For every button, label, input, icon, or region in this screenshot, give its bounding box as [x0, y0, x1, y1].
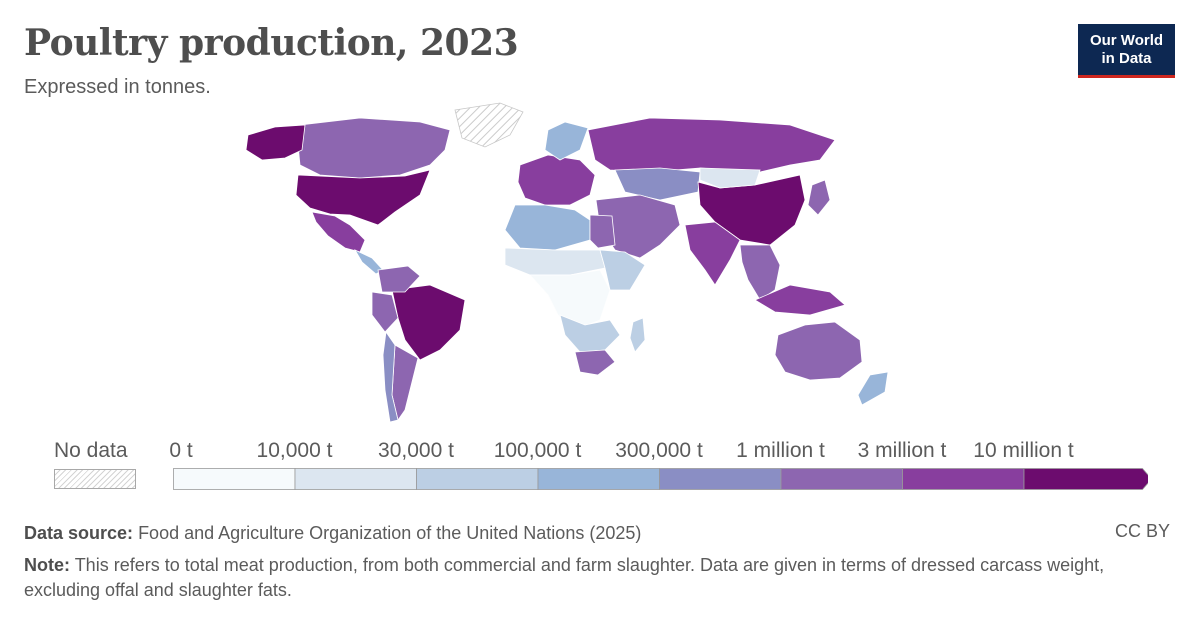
legend-bin[interactable] — [902, 468, 1025, 490]
legend-tick-label: 0 t — [169, 439, 193, 462]
country-kazakhstan[interactable] — [614, 167, 701, 201]
chart-subtitle: Expressed in tonnes. — [24, 76, 211, 98]
country-alaska[interactable] — [245, 124, 306, 161]
country-chile[interactable] — [382, 330, 399, 423]
legend-bin[interactable] — [173, 468, 296, 490]
country-central-africa[interactable] — [529, 269, 611, 331]
legend-bin[interactable] — [1023, 468, 1148, 490]
country-sahel[interactable] — [504, 247, 606, 276]
country-greenland[interactable] — [454, 102, 524, 148]
legend-bin[interactable] — [780, 468, 903, 490]
country-united-states[interactable] — [295, 169, 431, 226]
legend-no-data-swatch — [54, 469, 136, 489]
legend-tick-label: 100,000 t — [493, 439, 582, 462]
country-south-africa[interactable] — [574, 349, 616, 376]
legend-no-data-label: No data — [54, 439, 128, 462]
country-india[interactable] — [684, 221, 741, 286]
country-europe[interactable] — [517, 154, 596, 206]
country-australia[interactable] — [774, 321, 863, 381]
license-link[interactable]: CC BY — [1114, 521, 1170, 541]
logo-line-2: in Data — [1101, 49, 1152, 67]
country-mexico[interactable] — [311, 211, 366, 253]
country-east-africa[interactable] — [599, 249, 646, 291]
logo-line-1: Our World — [1089, 31, 1164, 49]
note-label: Note: — [24, 555, 70, 575]
note: Note: This refers to total meat producti… — [24, 553, 1144, 603]
country-japan[interactable] — [807, 179, 831, 216]
country-canada[interactable] — [297, 117, 451, 179]
country-southern-africa[interactable] — [559, 314, 621, 353]
legend-tick-label: 3 million t — [857, 439, 947, 462]
data-source-label: Data source: — [24, 523, 134, 543]
legend-tick-label: 10,000 t — [256, 439, 333, 462]
country-north-africa[interactable] — [504, 204, 591, 251]
owid-logo[interactable]: Our World in Data — [1078, 24, 1175, 78]
country-peru[interactable] — [371, 291, 399, 333]
legend-bin[interactable] — [416, 468, 539, 490]
note-text: This refers to total meat production, fr… — [24, 555, 1105, 600]
country-argentina[interactable] — [391, 344, 419, 421]
country-brazil[interactable] — [391, 284, 466, 361]
country-colombia-venezuela[interactable] — [377, 265, 421, 293]
country-scandinavia[interactable] — [544, 121, 589, 161]
legend-tick-label: 30,000 t — [378, 439, 454, 462]
legend-bin[interactable] — [294, 468, 417, 490]
country-madagascar[interactable] — [629, 317, 646, 353]
world-map — [245, 102, 889, 423]
legend-color-bar[interactable] — [173, 468, 1148, 494]
chart-title: Poultry production, 2023 — [24, 22, 519, 64]
legend-tick-label: 10 million t — [973, 439, 1074, 462]
legend-tick-label: 300,000 t — [615, 439, 703, 462]
country-new-zealand[interactable] — [857, 371, 889, 406]
legend-tick-label: 1 million t — [736, 439, 825, 462]
country-mongolia[interactable] — [699, 167, 761, 189]
data-source-text[interactable]: Food and Agriculture Organization of the… — [138, 523, 642, 543]
legend-bin[interactable] — [659, 468, 782, 490]
country-indonesia[interactable] — [754, 284, 846, 316]
legend-bin[interactable] — [537, 468, 660, 490]
data-source: Data source: Food and Agriculture Organi… — [24, 521, 641, 546]
country-russia[interactable] — [587, 117, 836, 173]
country-egypt[interactable] — [589, 214, 616, 249]
